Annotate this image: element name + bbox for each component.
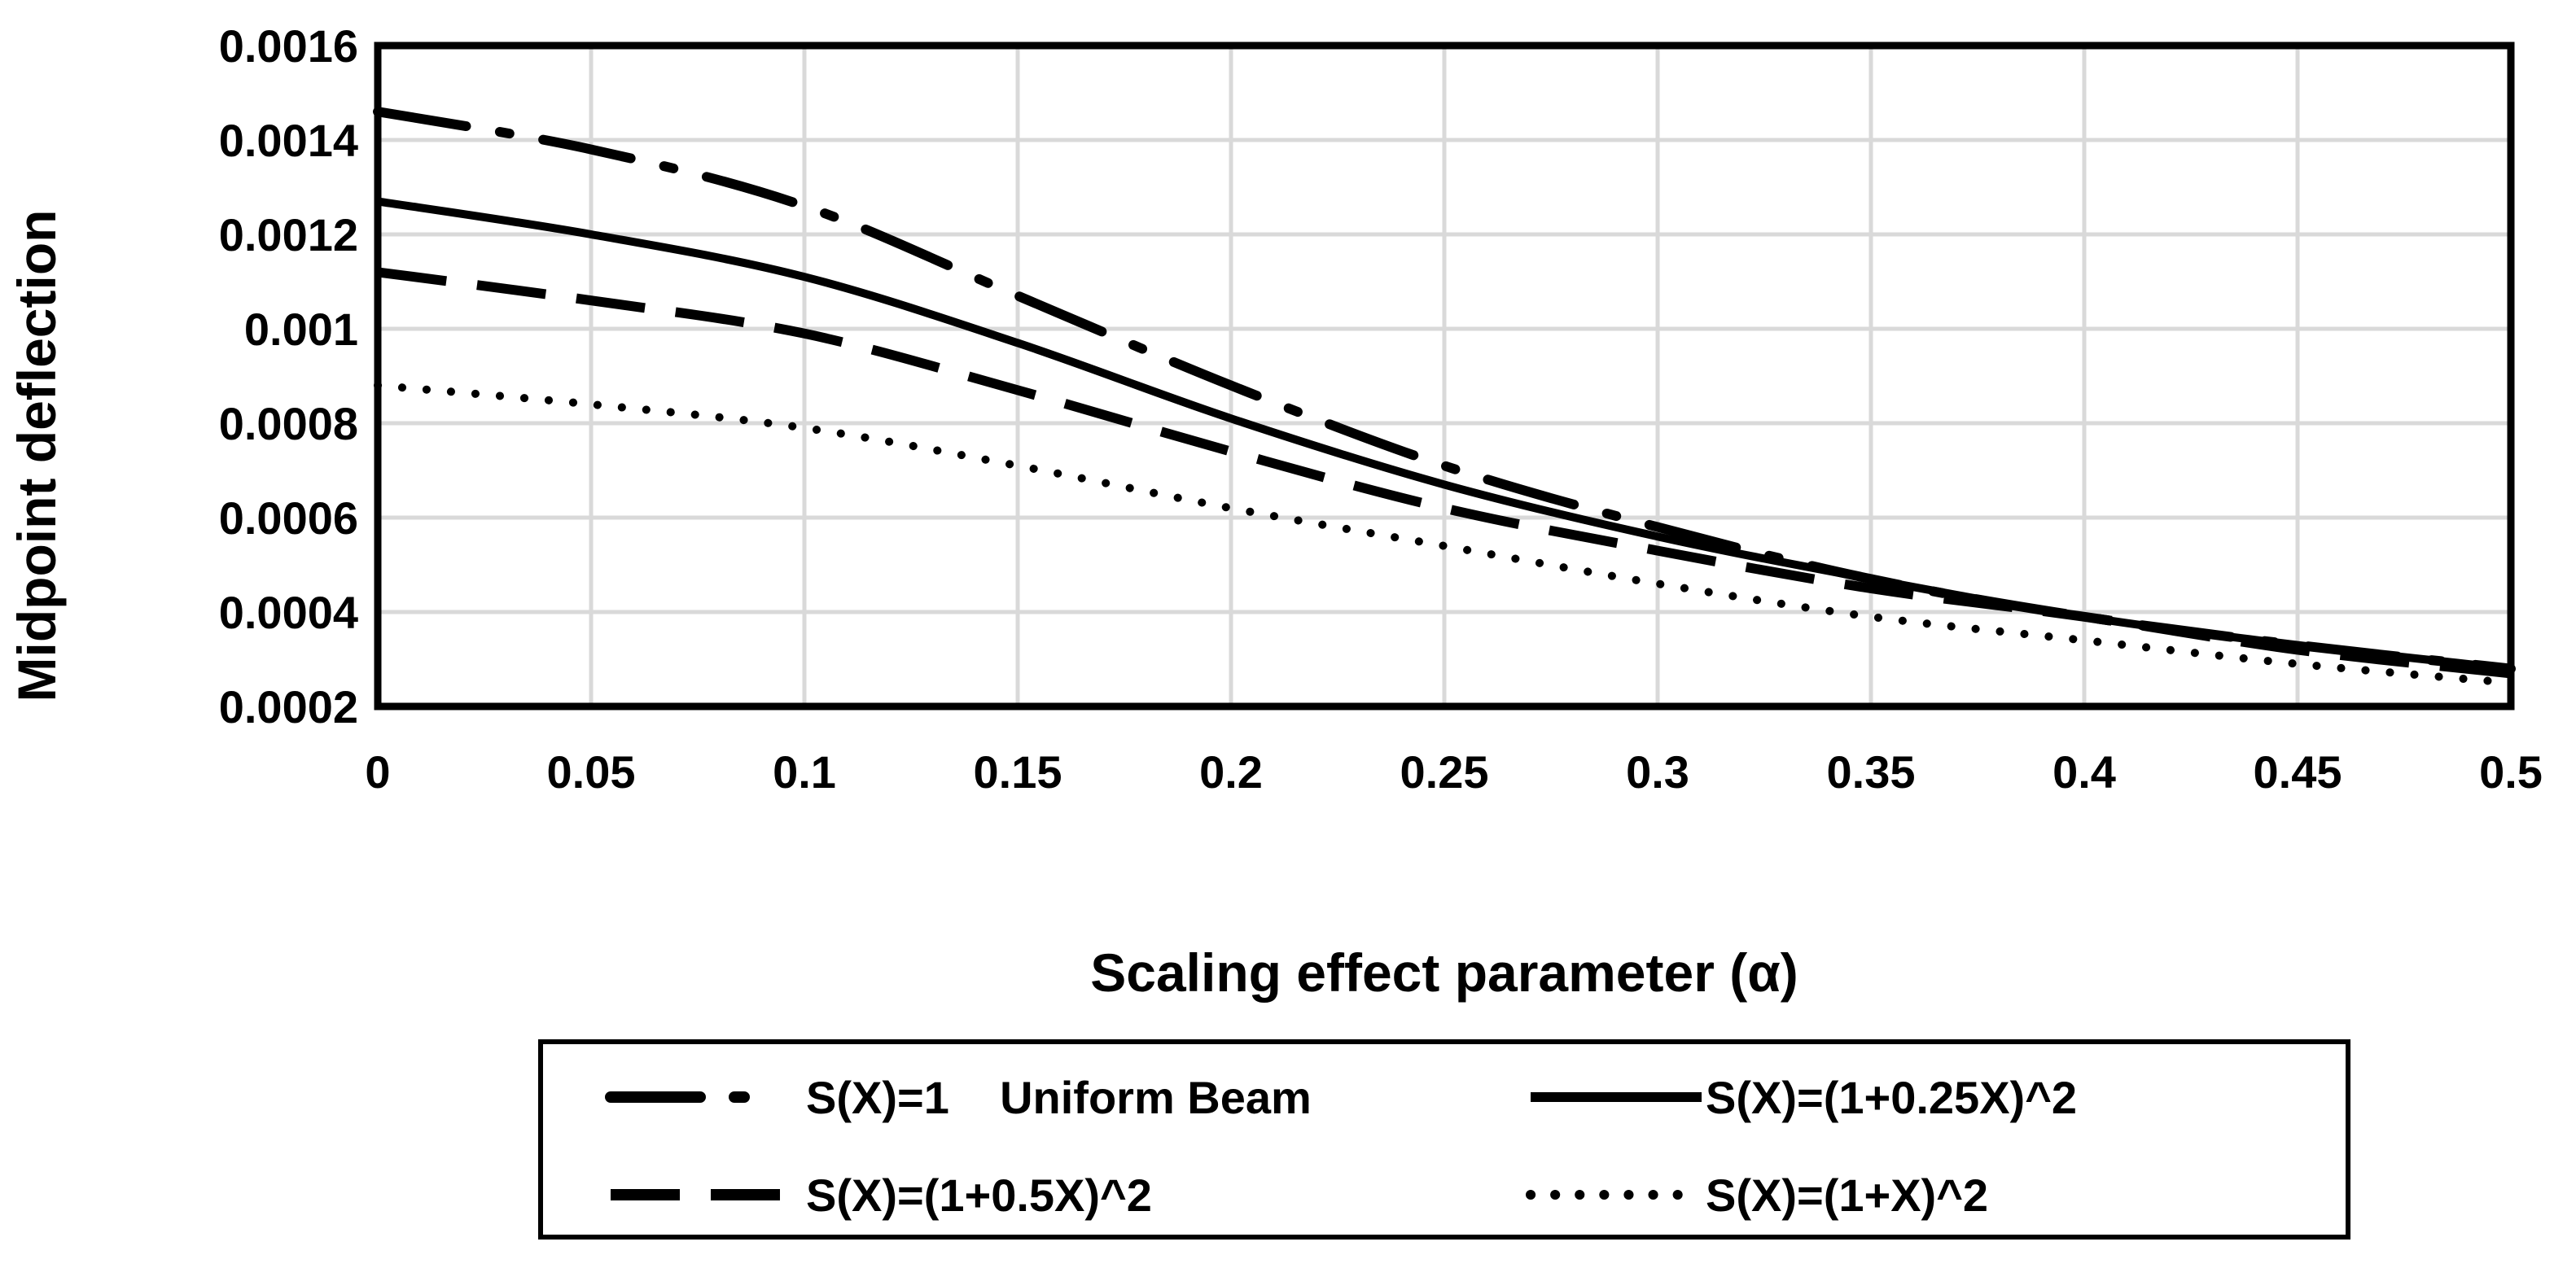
y-tick-label: 0.0012 [219, 209, 358, 260]
legend-label-uniform-beam: S(X)=1 Uniform Beam [806, 1072, 1312, 1123]
y-tick-label: 0.0002 [219, 681, 358, 732]
x-tick-label: 0.45 [2254, 746, 2342, 798]
x-tick-label: 0.35 [1827, 746, 1916, 798]
y-tick-label: 0.0014 [219, 115, 358, 166]
legend-label-025: S(X)=(1+0.25X)^2 [1706, 1072, 2077, 1123]
legend-label-05: S(X)=(1+0.5X)^2 [806, 1170, 1152, 1221]
series-line-05 [377, 267, 2512, 679]
x-tick-label: 0 [365, 746, 390, 798]
x-axis-title: Scaling effect parameter (α) [1090, 942, 1798, 1003]
x-tick-label: 0.5 [2479, 746, 2543, 798]
y-tick-label: 0.001 [244, 304, 358, 355]
legend-box [538, 1039, 2350, 1240]
y-tick-labels: 0.0002 0.0004 0.0006 0.0008 0.001 0.0012 0.001… [219, 20, 358, 732]
plot-frame [374, 42, 2515, 711]
series-line-1 [374, 381, 2515, 687]
x-tick-label: 0.25 [1400, 746, 1489, 798]
x-tick-label: 0.05 [547, 746, 636, 798]
y-axis-title: Midpoint deflection [7, 210, 67, 702]
x-tick-label: 0.3 [1626, 746, 1689, 798]
legend-label-1: S(X)=(1+X)^2 [1706, 1170, 1988, 1221]
y-tick-label: 0.0004 [219, 587, 358, 638]
legend: S(X)=1 Uniform Beam S(X)=(1+0.25X)^2 S(X… [538, 1039, 2350, 1240]
x-tick-label: 0.1 [773, 746, 836, 798]
y-tick-label: 0.0016 [219, 20, 358, 72]
x-tick-labels: 0 0.05 0.1 0.15 0.2 0.25 0.3 0.35 0.4 0.45 0.5 [365, 746, 2543, 798]
x-tick-label: 0.15 [974, 746, 1062, 798]
x-tick-label: 0.4 [2052, 746, 2116, 798]
y-tick-label: 0.0008 [219, 398, 358, 449]
x-tick-label: 0.2 [1199, 746, 1263, 798]
series-group [373, 107, 2516, 687]
y-tick-label: 0.0006 [219, 492, 358, 544]
